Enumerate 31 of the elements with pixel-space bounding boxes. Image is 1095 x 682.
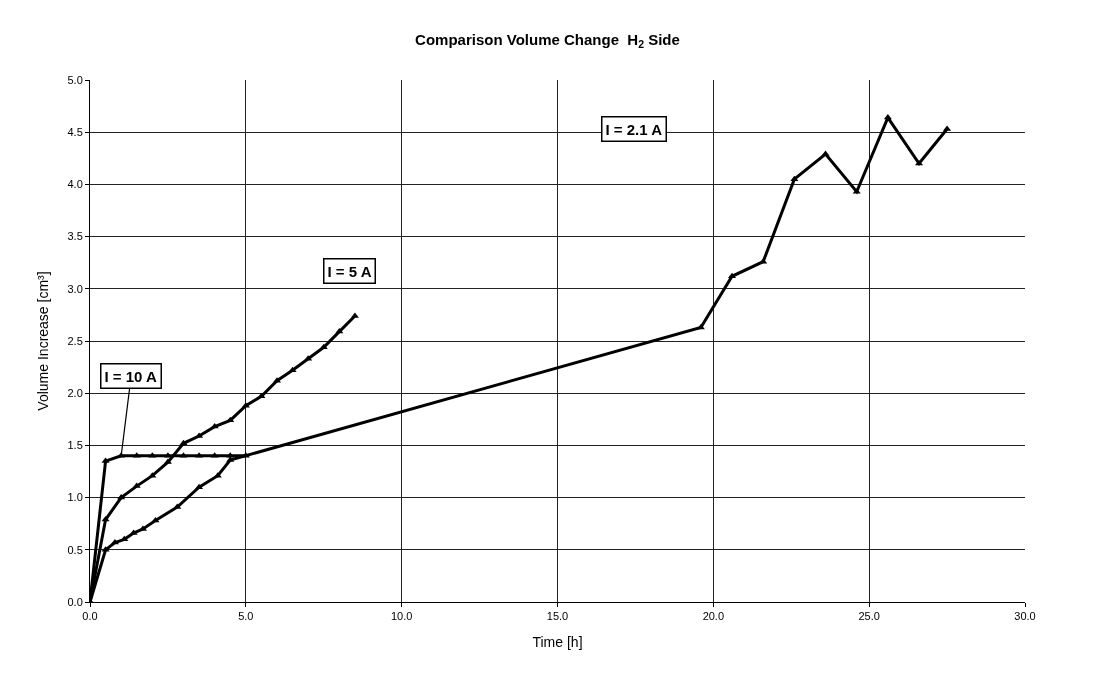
y-tick-label: 1.5: [67, 439, 83, 452]
point: [319, 343, 328, 350]
x-tick-label: 0.0: [82, 610, 98, 623]
y-tick-label: 1.0: [67, 491, 83, 504]
y-tick-label: 2.0: [67, 387, 83, 400]
point: [257, 392, 266, 399]
y-tick-label: 3.0: [67, 282, 83, 295]
point: [226, 416, 235, 423]
text: I = 5 A: [327, 262, 372, 280]
point: [727, 272, 737, 279]
y-tick-label: 0.0: [67, 595, 83, 608]
x-tick-label: 5.0: [238, 610, 254, 623]
y-tick-label: 5.0: [67, 73, 83, 86]
x-tick-label: 10.0: [390, 610, 413, 623]
x-tick-label: 15.0: [546, 610, 569, 623]
y-tick-label: 0.5: [67, 543, 83, 556]
point: [110, 538, 119, 545]
text: I = 2.1 A: [605, 120, 663, 138]
y-tick-label: 4.0: [67, 178, 83, 191]
chart-title: Comparison Volume Change H$_{2}$ Side: [415, 30, 680, 50]
y-tick-label: 3.5: [67, 230, 83, 243]
y-tick-label: 4.5: [67, 126, 83, 139]
x-axis-title: Time [h]: [532, 633, 583, 650]
point: [179, 439, 188, 446]
x-tick-label: 25.0: [858, 610, 880, 623]
x-tick-label: 20.0: [702, 610, 725, 623]
point: [120, 535, 129, 542]
y-tick-label: 2.5: [67, 334, 83, 347]
x-tick-label: 30.0: [1014, 610, 1036, 623]
y-axis-title: Volume Increase [cm³]: [35, 271, 52, 411]
text: I = 10 A: [104, 367, 158, 385]
